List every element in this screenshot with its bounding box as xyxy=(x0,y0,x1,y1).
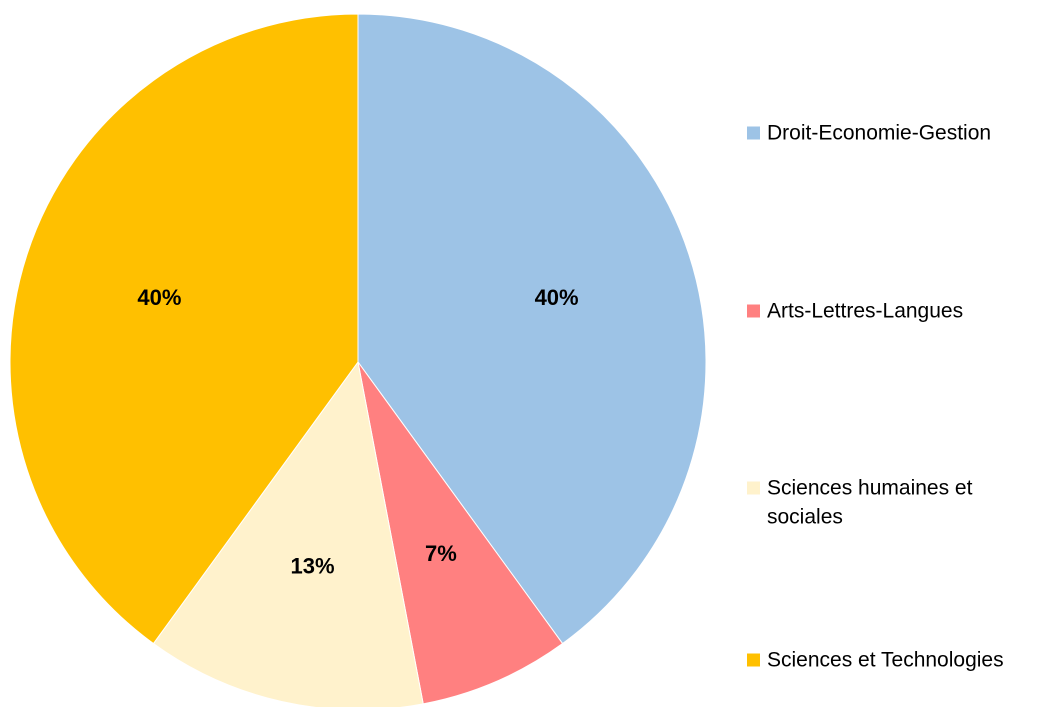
legend-swatch xyxy=(747,304,760,318)
legend-label: Arts-Lettres-Langues xyxy=(767,300,963,323)
legend: Droit-Economie-Gestion Arts-Lettres-Langu… xyxy=(747,122,1004,672)
pie-slice-droit-economie-gestion xyxy=(357,13,707,645)
slice-label-droit-economie-gestion: 40% xyxy=(535,285,579,310)
slice-label-sciences-humaines-et-sociales: 13% xyxy=(290,553,334,578)
slice-label-sciences-et-technologies: 40% xyxy=(137,285,181,310)
legend-swatch xyxy=(747,653,760,667)
legend-entry-sciences-et-technologies: Sciences et Technologies xyxy=(747,649,1004,672)
pie-slice-arts-lettres-langues xyxy=(357,361,564,705)
slice-label-arts-lettres-langues: 7% xyxy=(425,541,457,566)
legend-label: sociales xyxy=(767,506,843,529)
legend-entry-arts-lettres-langues: Arts-Lettres-Langues xyxy=(747,300,963,323)
pie-slice-sciences-humaines-et-sociales xyxy=(152,360,424,707)
legend-entry-sciences-humaines-et-sociales: Sciences humaines et sociales xyxy=(747,477,973,529)
legend-label: Sciences humaines et xyxy=(767,477,973,500)
pie-slice-sciences-et-technologies xyxy=(9,13,359,645)
legend-swatch xyxy=(747,126,760,140)
legend-label: Droit-Economie-Gestion xyxy=(767,122,991,145)
legend-swatch xyxy=(747,481,760,495)
legend-entry-droit-economie-gestion: Droit-Economie-Gestion xyxy=(747,122,991,145)
slice-labels: 40% 7% 13% 40% xyxy=(137,285,578,578)
pie-slices xyxy=(9,13,707,707)
legend-label: Sciences et Technologies xyxy=(767,649,1004,672)
